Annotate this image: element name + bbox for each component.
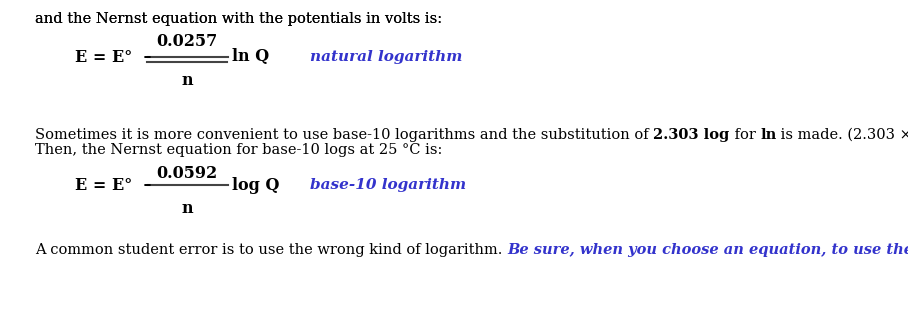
Text: base-10 logarithm: base-10 logarithm [310,178,466,192]
Text: and the Nernst equation with the potentials in volts is:: and the Nernst equation with the potenti… [35,12,442,26]
Text: for: for [729,128,760,142]
Text: 0.0592: 0.0592 [156,165,218,182]
Text: Be sure, when you choose an equation, to use the correct logarithm.: Be sure, when you choose an equation, to… [507,243,908,257]
Text: Sometimes it is more convenient to use base-10 logarithms and the substitution o: Sometimes it is more convenient to use b… [35,128,653,142]
Text: E = E°  –: E = E° – [75,49,152,65]
Text: and the Nernst equation with the potentials in volts is:: and the Nernst equation with the potenti… [35,12,442,26]
Text: E = E°  –: E = E° – [75,177,152,193]
Text: is made. (2.303 × 0.0257 = 0.0592): is made. (2.303 × 0.0257 = 0.0592) [776,128,908,142]
Text: A common student error is to use the wrong kind of logarithm.: A common student error is to use the wro… [35,243,507,257]
Text: ln: ln [760,128,776,142]
Text: log Q: log Q [232,177,280,193]
Text: n: n [182,200,192,217]
Text: natural logarithm: natural logarithm [310,50,462,64]
Text: 2.303 log: 2.303 log [653,128,729,142]
Text: Then, the Nernst equation for base-10 logs at 25 °C is:: Then, the Nernst equation for base-10 lo… [35,143,442,157]
Text: n: n [182,72,192,89]
Text: 0.0257: 0.0257 [156,33,218,50]
Text: ln Q: ln Q [232,49,270,65]
